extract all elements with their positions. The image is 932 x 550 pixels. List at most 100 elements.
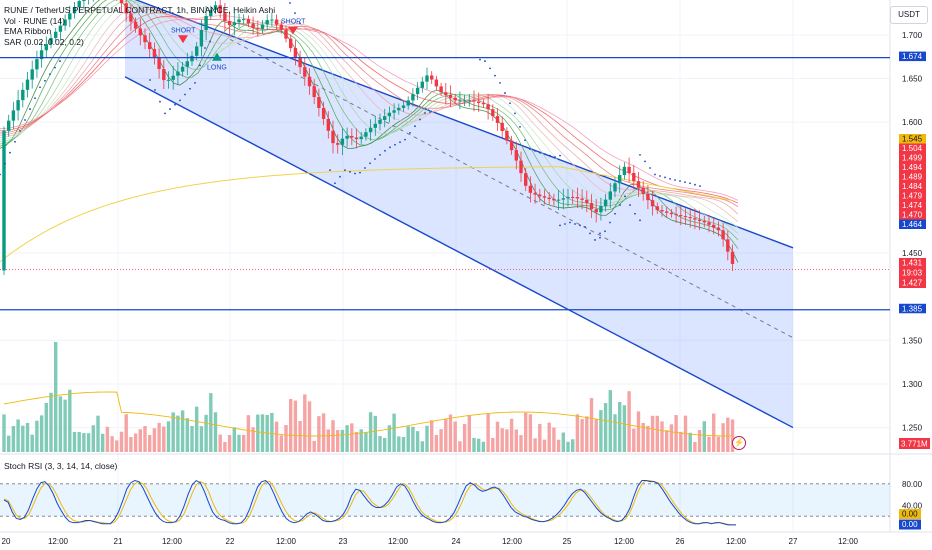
volume-bar [660, 421, 664, 452]
currency-selector[interactable]: USDT [890, 6, 928, 24]
volume-bar [307, 401, 312, 452]
candle-body [218, 5, 222, 14]
candle-body [627, 166, 631, 173]
volume-bar [580, 419, 584, 452]
time-tick-label: 12:00 [388, 537, 409, 546]
candle-body [204, 16, 208, 31]
candle-body [303, 67, 307, 77]
candle-body [693, 218, 697, 220]
candle-body [359, 136, 363, 140]
candle-body [679, 215, 683, 217]
volume-bar [566, 441, 570, 452]
candle-body [195, 46, 199, 56]
price-badge [899, 258, 926, 268]
volume-bar [594, 419, 598, 452]
candle-body [378, 119, 382, 124]
volume-bar [636, 411, 641, 452]
sar-dot [294, 12, 296, 14]
sar-dot [544, 153, 546, 156]
sar-dot [359, 171, 361, 174]
sar-dot [579, 224, 581, 227]
sar-dot [659, 175, 661, 177]
candle-body [683, 216, 688, 218]
candle-body [669, 212, 674, 215]
sar-dot [639, 153, 641, 156]
volume-bar [171, 412, 175, 452]
candle-body [157, 57, 161, 70]
volume-ma-line [3, 391, 733, 437]
candle-body [660, 210, 664, 212]
volume-bar [289, 398, 293, 452]
price-tick-label: 1.650 [902, 75, 923, 84]
symbol-title[interactable]: RUNE / TetherUS PERPETUAL CONTRACT, 1h, … [4, 5, 276, 15]
volume-bar [669, 424, 674, 452]
volume-bar [538, 423, 542, 452]
time-tick-label: 20 [2, 537, 11, 546]
volume-bar [148, 435, 152, 452]
volume-bar [674, 415, 678, 452]
sar-dot [664, 176, 666, 179]
ema-ribbon-label[interactable]: EMA Ribbon [4, 26, 52, 36]
price-badge-label: 1.504 [902, 144, 923, 153]
candle-body [603, 199, 608, 207]
volume-indicator-label[interactable]: Vol · RUNE (14) [4, 15, 65, 26]
sar-dot [599, 232, 601, 235]
price-badge-label: 1.484 [902, 182, 923, 191]
volume-bar [336, 430, 340, 452]
candle-body [326, 118, 330, 131]
volume-bar [199, 426, 204, 452]
candle-body [462, 100, 467, 102]
price-badge [899, 51, 926, 62]
volume-bar [415, 431, 420, 452]
sar-dot [189, 87, 191, 90]
candle-body [561, 198, 565, 200]
candle-body [364, 132, 368, 137]
candle-body [138, 28, 142, 36]
short-arrow-icon [178, 35, 188, 44]
sar-dot [679, 180, 681, 182]
volume-bar [730, 419, 735, 452]
sar-dot [554, 156, 556, 158]
volume-bar [133, 433, 138, 452]
stoch-rsi-label[interactable]: Stoch RSI (3, 3, 14, 14, close) [4, 461, 118, 471]
channel-lower-line [124, 76, 794, 429]
price-badge [899, 219, 926, 229]
sar-dot [499, 81, 501, 84]
volume-bar [251, 427, 255, 452]
candle-body [500, 122, 504, 132]
volume-bar [387, 425, 392, 452]
volume-bar [519, 435, 523, 452]
sar-dot [599, 236, 601, 239]
volume-bar [477, 438, 481, 452]
price-badge-label: 1.464 [902, 220, 923, 229]
sar-dot [159, 100, 161, 103]
candle-body [176, 71, 180, 76]
lightning-icon[interactable]: ⚡ [732, 436, 746, 450]
price-tick-label: 1.450 [902, 249, 923, 258]
volume-bar [679, 431, 683, 452]
candle-body [293, 48, 298, 58]
sar-dot [609, 221, 611, 224]
sar-dot [9, 151, 11, 154]
candle-body [688, 217, 692, 219]
volume-bar [246, 415, 251, 452]
sar-label[interactable]: SAR (0.02, 0.02, 0.2) [4, 36, 84, 47]
sar-dot [514, 112, 516, 115]
volume-bar [509, 418, 514, 452]
volume-bar [401, 437, 406, 452]
stoch-band-fill [0, 483, 890, 517]
volume-bar [707, 436, 711, 452]
candle-body [585, 199, 589, 204]
sar-dot [524, 139, 526, 142]
price-badge-label: 1.431 [902, 259, 923, 268]
volume-bar [439, 429, 443, 452]
candle-body [143, 35, 147, 43]
candle-body [298, 57, 302, 68]
candle-body [227, 20, 232, 26]
volume-bar [39, 415, 44, 452]
sar-dot [504, 92, 506, 94]
volume-bar [505, 429, 509, 452]
candle-body [307, 76, 312, 87]
candle-body [533, 192, 537, 195]
